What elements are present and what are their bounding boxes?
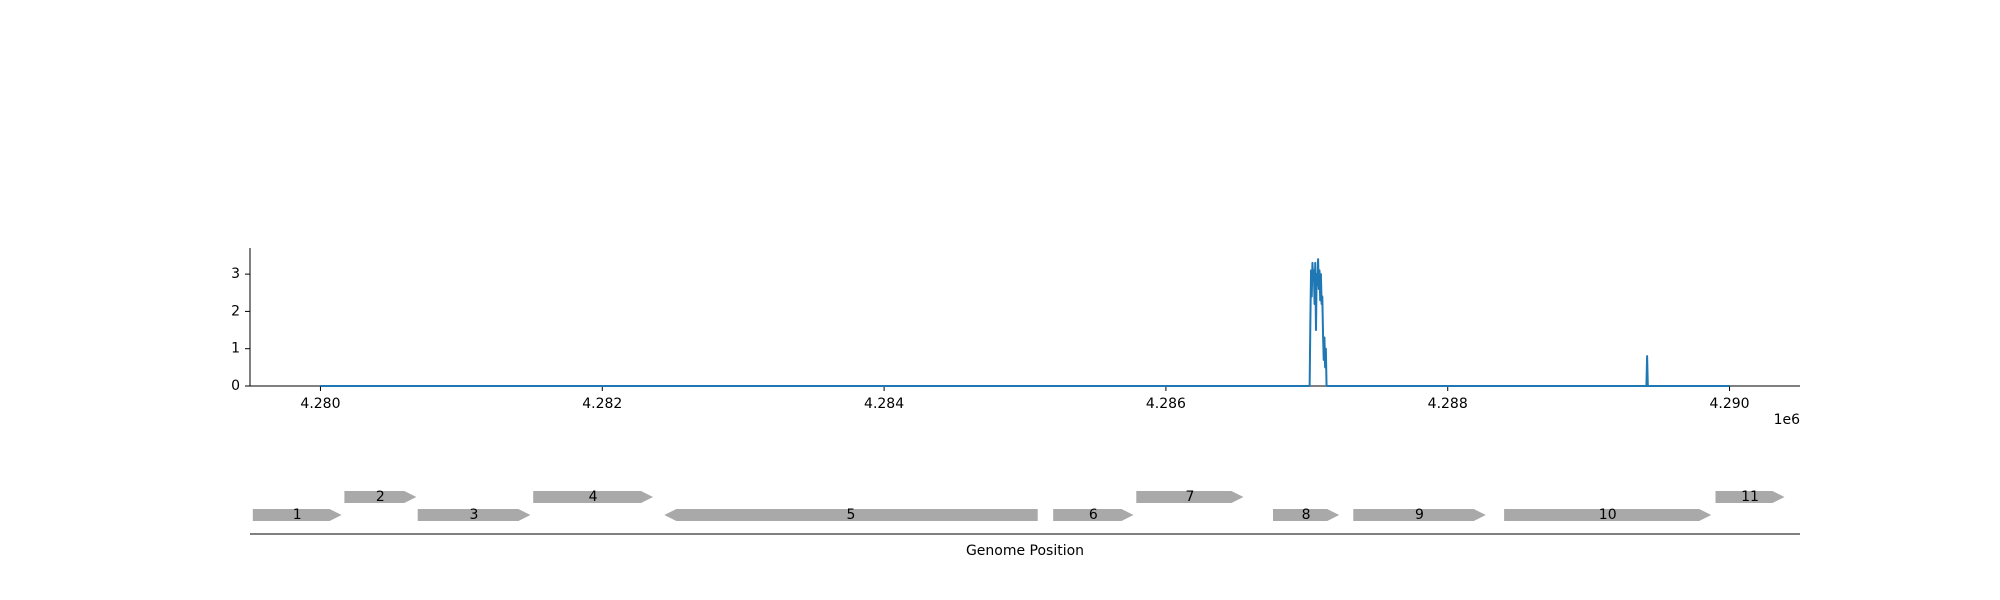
- y-tick-label: 2: [231, 303, 240, 319]
- x-tick-label: 4.288: [1428, 396, 1468, 412]
- gene-arrow-9: [1353, 509, 1486, 521]
- gene-arrow-3: [417, 509, 531, 521]
- y-tick-label: 1: [231, 341, 240, 357]
- x-ticks: 4.280 4.282 4.284 4.286 4.288 4.290: [300, 386, 1750, 412]
- gene-arrow-10: [1504, 509, 1712, 521]
- gene-label-4: 4: [589, 489, 598, 505]
- gene-arrow-1: [252, 509, 342, 521]
- gene-track: 1 2 3 4 5 6 7 8 9 10 11 Genome Position: [250, 489, 1800, 559]
- coverage-line: [320, 258, 1730, 387]
- gene-label-5: 5: [847, 507, 856, 523]
- x-tick-label: 4.286: [1146, 396, 1186, 412]
- y-tick-label: 0: [231, 378, 240, 394]
- gene-arrow-6: [1053, 509, 1134, 521]
- gene-label-10: 10: [1599, 507, 1617, 523]
- coverage-plot: 4.280 4.282 4.284 4.286 4.288 4.290 0 1 2 3 1e6: [231, 248, 1800, 428]
- gene-arrows: 1 2 3 4 5 6 7 8 9 10 11: [252, 489, 1785, 523]
- gene-arrow-2: [344, 491, 417, 503]
- y-tick-label: 3: [231, 266, 240, 282]
- gene-label-6: 6: [1089, 507, 1098, 523]
- genome-axis-title: Genome Position: [966, 543, 1084, 559]
- x-offset-label: 1e6: [1774, 412, 1801, 428]
- gene-label-11: 11: [1741, 489, 1759, 505]
- gene-label-3: 3: [470, 507, 479, 523]
- gene-arrow-5: [664, 509, 1038, 521]
- x-tick-label: 4.284: [864, 396, 904, 412]
- gene-arrow-8: [1273, 509, 1340, 521]
- gene-label-9: 9: [1415, 507, 1424, 523]
- x-tick-label: 4.290: [1709, 396, 1749, 412]
- gene-arrow-4: [533, 491, 653, 503]
- gene-label-1: 1: [293, 507, 302, 523]
- gene-label-2: 2: [376, 489, 385, 505]
- x-tick-label: 4.282: [582, 396, 622, 412]
- gene-arrow-11: [1715, 491, 1785, 503]
- gene-label-8: 8: [1302, 507, 1311, 523]
- y-ticks: 0 1 2 3: [231, 266, 250, 394]
- x-tick-label: 4.280: [300, 396, 340, 412]
- gene-arrow-7: [1136, 491, 1244, 503]
- gene-label-7: 7: [1185, 489, 1194, 505]
